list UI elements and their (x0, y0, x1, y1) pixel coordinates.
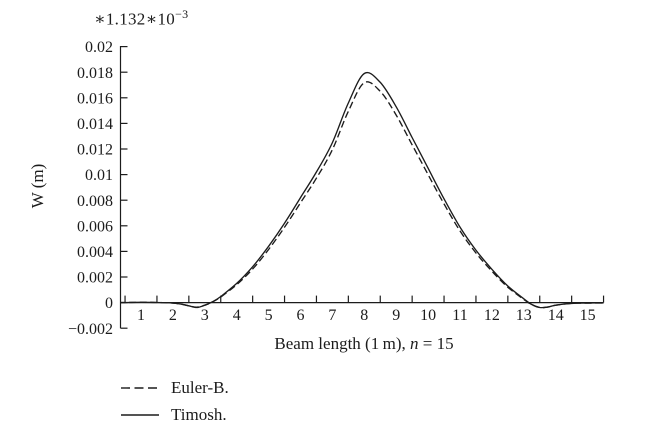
x-tick-label: 3 (201, 307, 209, 324)
curve-timosh (120, 72, 604, 309)
x-axis-title-value: = 15 (418, 334, 454, 353)
legend: Euler-B. Timosh. (121, 374, 229, 428)
x-tick-label: 10 (420, 307, 436, 324)
scale-factor-annotation: ∗1.132∗10−3 (94, 7, 188, 30)
scale-factor-exponent: −3 (175, 7, 189, 21)
legend-label-timosh: Timosh. (171, 404, 227, 424)
x-tick-label: 13 (516, 307, 532, 324)
legend-entry-euler: Euler-B. (121, 374, 229, 401)
y-tick-label: 0.02 (85, 39, 113, 56)
scale-factor-mantissa: ∗1.132∗10 (94, 9, 176, 29)
y-axis-title: W (m) (28, 163, 47, 209)
x-tick-label: 7 (328, 307, 336, 324)
x-tick-label: 14 (548, 307, 564, 324)
dashed-line-swatch (121, 386, 159, 389)
y-tick-label: 0.01 (85, 167, 113, 184)
x-axis-title: Beam length (1 m), n = 15 (120, 334, 608, 354)
legend-entry-timosh: Timosh. (121, 401, 229, 428)
solid-line-swatch (121, 413, 159, 416)
y-tick-label: 0 (105, 295, 113, 312)
y-tick-label: 0.014 (77, 116, 113, 133)
x-tick-label: 6 (297, 307, 305, 324)
x-tick-label: 12 (484, 307, 500, 324)
y-tick-label: 0.004 (77, 244, 113, 261)
x-tick-label: 2 (169, 307, 177, 324)
x-axis-title-text: Beam length (1 m), (274, 334, 410, 353)
y-tick-label: 0.006 (77, 218, 113, 235)
x-tick-label: 5 (265, 307, 273, 324)
y-tick-label: 0.012 (77, 142, 113, 159)
y-tick-label: 0.018 (77, 65, 113, 82)
x-tick-label: 11 (452, 307, 467, 324)
y-tick-label: 0.016 (77, 90, 113, 107)
x-tick-label: 4 (233, 307, 241, 324)
x-tick-label: 1 (137, 307, 145, 324)
x-axis-title-variable: n (410, 334, 419, 353)
x-tick-label: 9 (392, 307, 400, 324)
x-tick-label: 8 (360, 307, 368, 324)
legend-label-euler: Euler-B. (171, 377, 229, 397)
curve-euler-b (120, 81, 604, 309)
x-tick-label: 15 (580, 307, 596, 324)
y-tick-label: 0.002 (77, 270, 113, 287)
y-tick-label: 0.008 (77, 193, 113, 210)
y-tick-label: −0.002 (68, 321, 113, 338)
